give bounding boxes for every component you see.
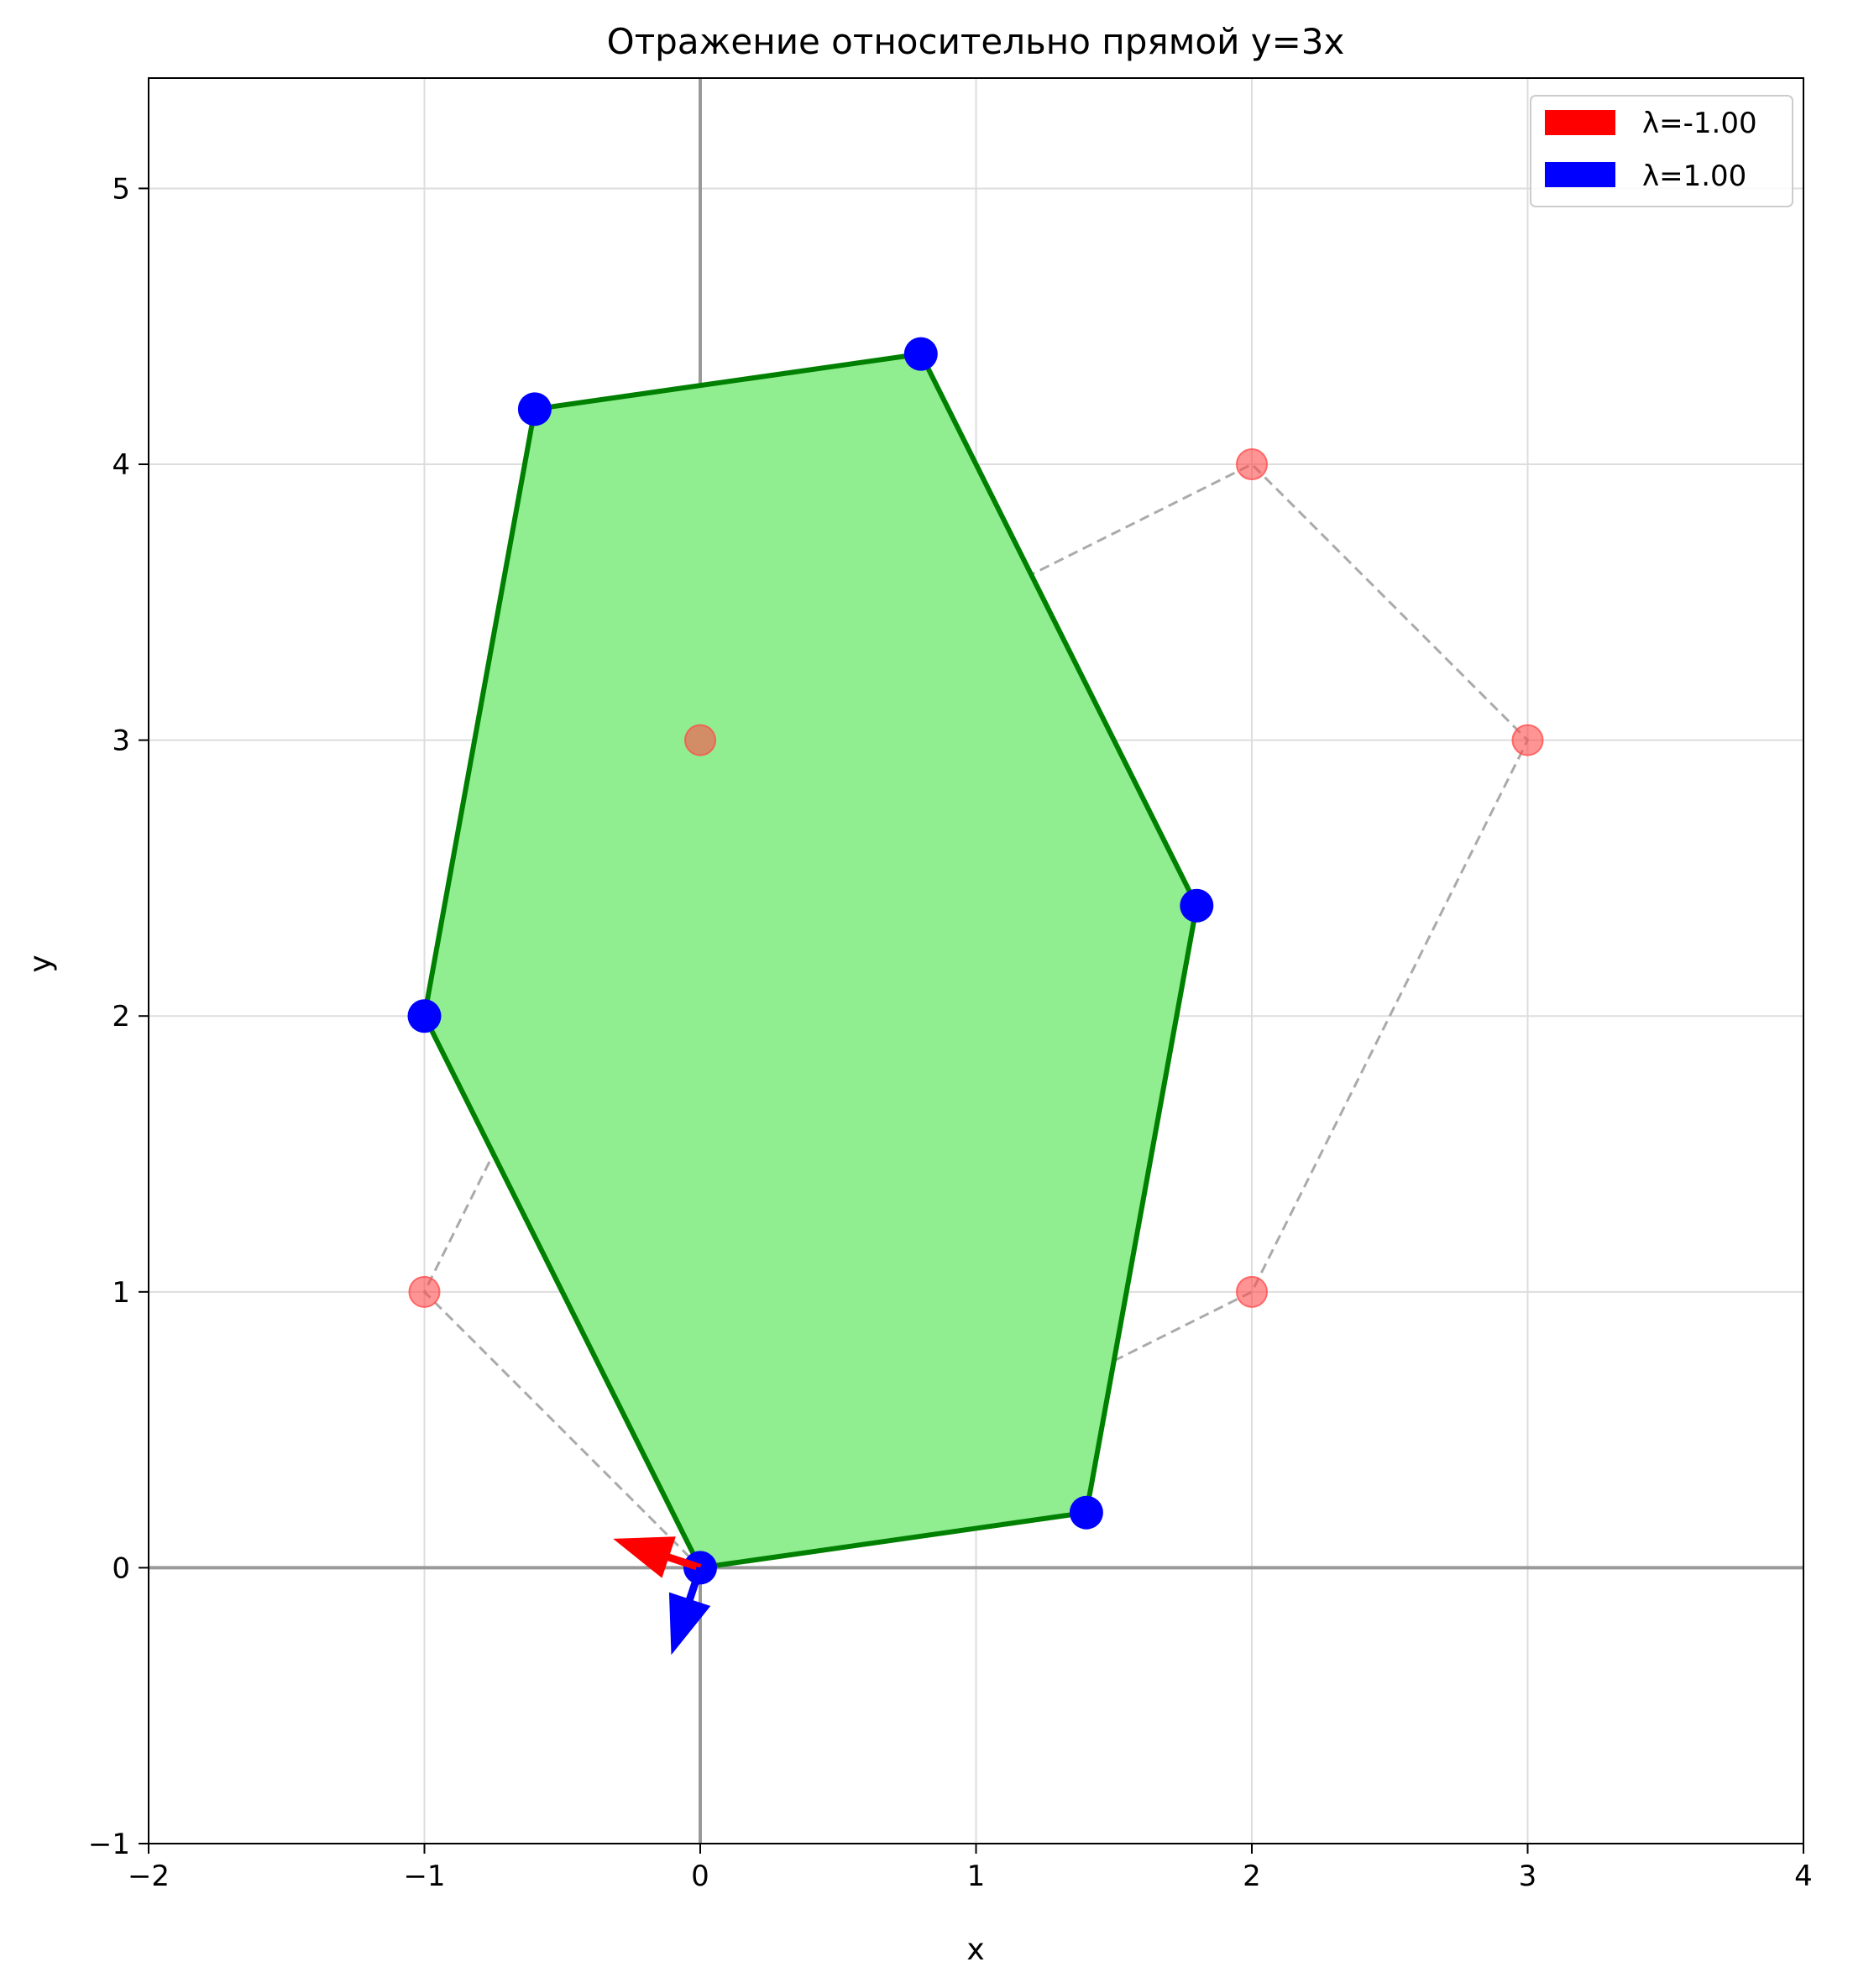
eigenvector-arrow-blue (668, 1566, 711, 1656)
reflected-polygon (407, 337, 1214, 1585)
legend-label-red: λ=-1.00 (1642, 107, 1757, 140)
original-vertex (408, 1275, 441, 1308)
y-tick-label: 5 (112, 172, 130, 206)
eigenvector-arrows (613, 1536, 711, 1656)
reflected-vertex (407, 999, 442, 1033)
y-tick-label: 4 (112, 448, 130, 482)
eigenvector-arrow-red (613, 1536, 702, 1578)
y-tick-label: −1 (88, 1828, 130, 1861)
original-vertex-overlay (684, 724, 716, 756)
x-tick-label: 4 (1794, 1860, 1813, 1893)
original-vertex (1511, 724, 1544, 756)
x-tick-label: −1 (403, 1860, 445, 1893)
y-tick-label: 2 (112, 1000, 130, 1033)
legend-swatch-blue (1545, 162, 1615, 187)
legend-swatch-red (1545, 110, 1615, 135)
legend: λ=-1.00 λ=1.00 (1530, 95, 1793, 207)
y-axis-label: y (24, 955, 58, 972)
x-tick-label: −2 (128, 1860, 170, 1893)
y-tick-label: 1 (112, 1276, 130, 1310)
legend-label-blue: λ=1.00 (1642, 160, 1746, 193)
reflected-polygon-shape (421, 351, 1200, 1571)
x-tick-label: 1 (967, 1860, 986, 1893)
x-tick-label: 2 (1243, 1860, 1261, 1893)
reflected-vertex (1180, 888, 1214, 923)
y-tick-label: 3 (112, 725, 130, 758)
reflected-vertex (903, 337, 938, 371)
x-axis-label: x (966, 1933, 984, 1967)
reflected-vertex (1069, 1495, 1103, 1530)
original-vertex (1236, 448, 1268, 481)
y-tick-label: 0 (112, 1551, 130, 1585)
x-tick-label: 3 (1519, 1860, 1537, 1893)
original-vertex (1236, 1275, 1268, 1308)
reflected-vertex (517, 392, 552, 426)
x-tick-label: 0 (691, 1860, 709, 1893)
chart-title: Отражение относительно прямой y=3x (607, 21, 1345, 62)
